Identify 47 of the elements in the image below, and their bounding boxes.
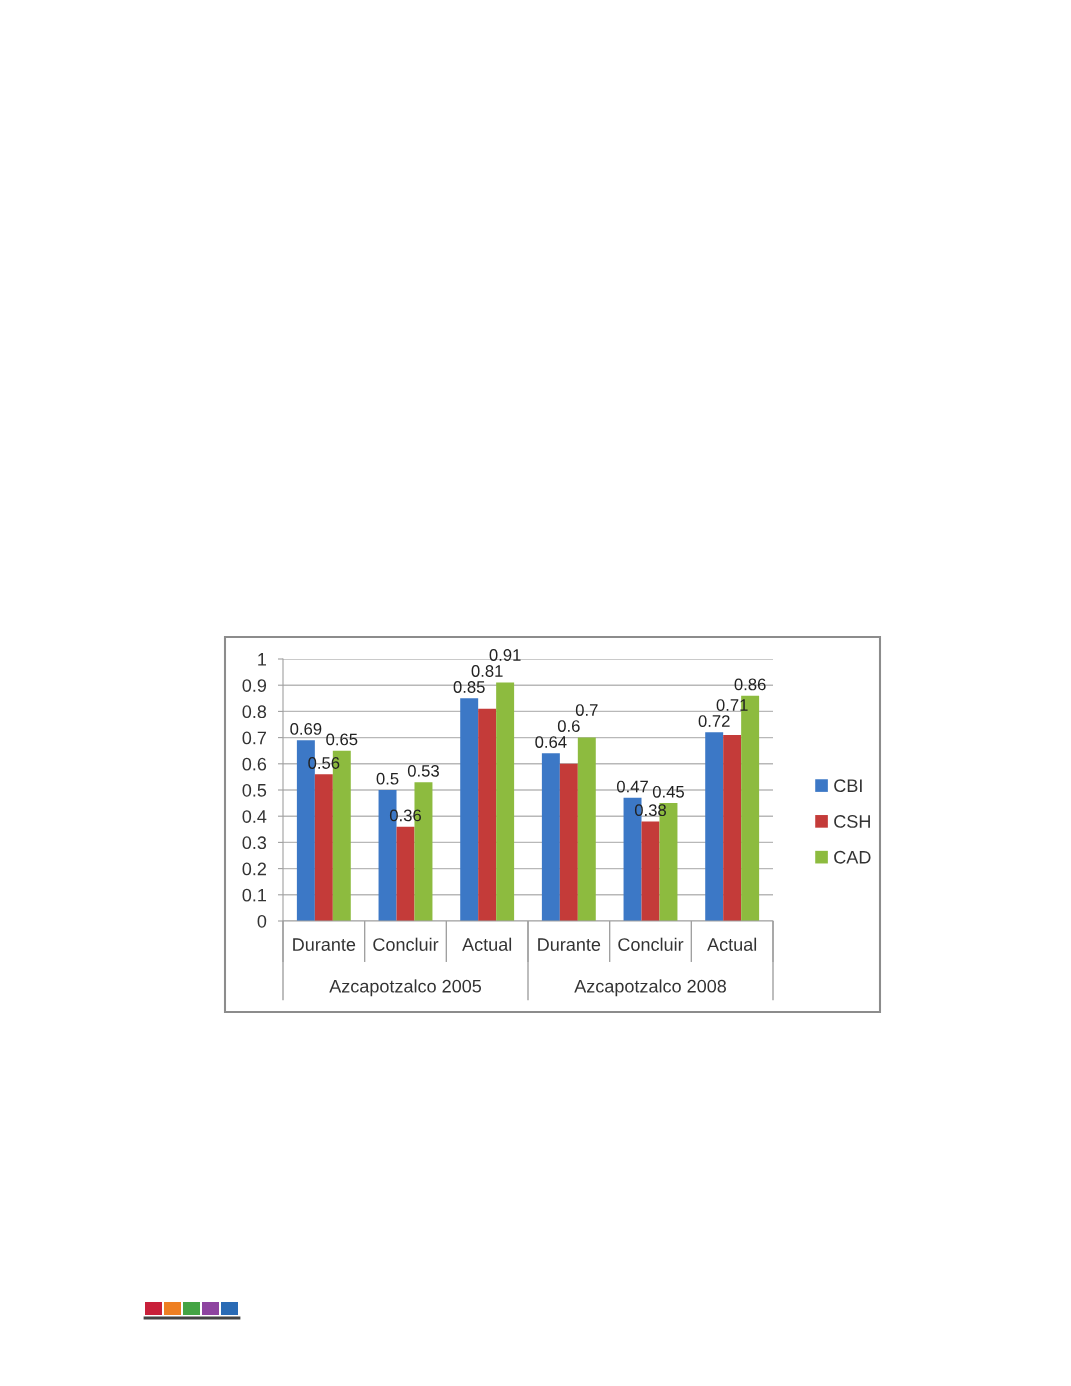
data-label: 0.64 [535,736,567,748]
y-tick-label: 0.6 [242,757,267,771]
legend-label: CAD [834,850,871,864]
bar [723,734,742,921]
bar [641,821,660,921]
data-label: 0.5 [376,772,399,785]
x-tick-label: Actual [462,937,512,951]
text: Azcapotzalco 2008 [574,979,727,997]
y-tick-label: 0.2 [242,862,266,876]
data-label: 0.85 [453,681,485,693]
bar [559,763,578,921]
y-tick-label: 0.7 [242,731,266,745]
legend-label: CSH [834,815,870,828]
bar [460,698,479,921]
bar [314,774,333,921]
data-label: 0.7 [575,704,598,716]
data-label: 0.65 [326,733,358,746]
data-label: 0.53 [407,764,439,777]
bar [541,753,560,921]
bar [705,732,724,921]
data-label: 0.91 [489,649,521,661]
y-tick-label: 0.4 [242,810,267,823]
y-tick-label: 0.3 [242,836,267,850]
y-tick-label: 0.1 [242,888,267,902]
bar [396,826,415,921]
data-label: 0.72 [698,715,730,727]
data-label: 0.47 [616,780,648,793]
x-tick-label: Durante [293,938,356,951]
data-label: 0.81 [471,665,503,677]
y-tick-label: 0 [257,914,267,928]
data-label: 0.6 [557,720,580,732]
x-tick-label: Concluir [618,937,684,951]
y-tick-label: 0.8 [242,705,267,719]
text: Azcapotzalco 2005 [329,979,482,997]
bar [577,737,596,921]
y-tick-label: 1 [258,653,267,666]
y-tick-label: 0.5 [242,783,267,797]
x-tick-label: Durante [538,938,601,951]
bar [496,682,515,921]
data-label: 0.86 [734,678,766,691]
y-tick-label: 0.9 [242,679,267,692]
x-tick-label: Actual [707,937,757,951]
data-label: 0.69 [290,723,322,735]
x-tick-label: Concluir [373,937,439,951]
legend-label: CBI [834,779,862,793]
bar [478,708,497,921]
data-label: 0.45 [652,785,684,798]
